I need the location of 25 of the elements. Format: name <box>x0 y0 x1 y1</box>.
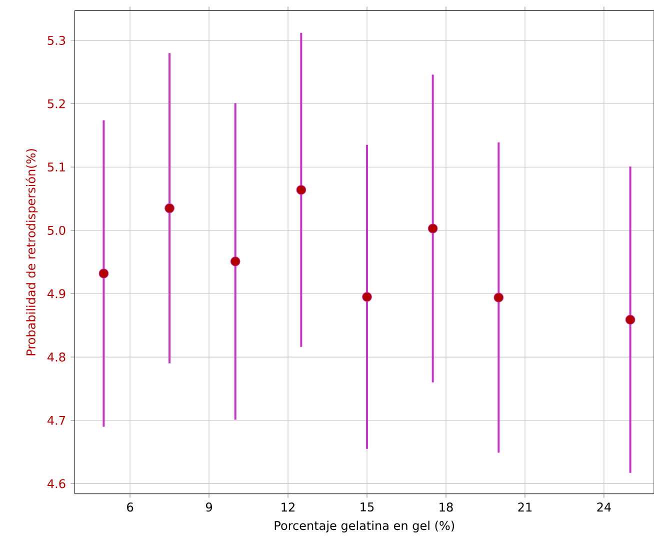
x-tick-label: 18 <box>440 502 453 512</box>
y-tick-label: 4.9 <box>48 289 66 298</box>
x-tick-label: 15 <box>360 502 374 512</box>
y-tick-label: 5.0 <box>48 226 66 236</box>
x-axis-title: Porcentaje gelatina en gel (%) <box>274 521 454 533</box>
y-axis-title: Probabilidad de retrodispersión(%) <box>26 149 38 356</box>
point <box>230 256 240 267</box>
point <box>164 204 174 214</box>
y-tick-label: 5.3 <box>48 36 66 46</box>
point <box>494 292 504 303</box>
x-tick-label: 6 <box>127 502 134 512</box>
y-tick-label: 4.8 <box>48 352 66 362</box>
y-tick-label: 4.6 <box>48 479 66 488</box>
x-tick-label: 9 <box>206 502 212 512</box>
y-tick-label: 5.2 <box>48 99 65 109</box>
x-tick-label: 12 <box>282 502 294 512</box>
x-tick-label: 24 <box>597 502 611 512</box>
y-tick-label: 4.7 <box>48 416 65 425</box>
point <box>625 314 636 325</box>
point <box>362 292 372 302</box>
x-tick-label: 21 <box>518 502 532 512</box>
point <box>428 224 438 234</box>
y-tick-label: 5.1 <box>48 162 65 172</box>
point <box>98 268 109 279</box>
point <box>296 185 306 196</box>
